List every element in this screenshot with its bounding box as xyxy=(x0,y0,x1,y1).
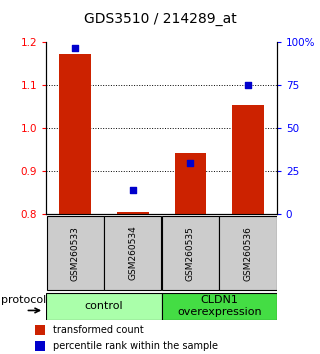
Bar xyxy=(117,212,149,214)
Bar xyxy=(35,341,45,350)
Point xyxy=(188,160,193,165)
Text: GSM260533: GSM260533 xyxy=(71,225,80,281)
Point xyxy=(245,82,251,88)
Text: GDS3510 / 214289_at: GDS3510 / 214289_at xyxy=(84,12,236,27)
Bar xyxy=(47,216,104,291)
Text: CLDN1
overexpression: CLDN1 overexpression xyxy=(177,295,261,317)
Bar xyxy=(175,153,206,214)
Bar xyxy=(162,216,219,291)
Bar xyxy=(162,293,277,320)
Text: GSM260535: GSM260535 xyxy=(186,225,195,281)
Text: GSM260536: GSM260536 xyxy=(244,225,252,281)
Text: protocol: protocol xyxy=(1,295,46,305)
Bar xyxy=(35,325,45,335)
Text: percentile rank within the sample: percentile rank within the sample xyxy=(52,341,218,351)
Bar xyxy=(46,293,162,320)
Text: control: control xyxy=(85,301,123,311)
Text: transformed count: transformed count xyxy=(52,325,143,335)
Bar xyxy=(220,216,276,291)
Bar xyxy=(104,216,161,291)
Bar xyxy=(60,54,91,214)
Bar xyxy=(232,105,264,214)
Point xyxy=(73,45,78,51)
Point xyxy=(130,187,135,193)
Text: GSM260534: GSM260534 xyxy=(128,226,137,280)
